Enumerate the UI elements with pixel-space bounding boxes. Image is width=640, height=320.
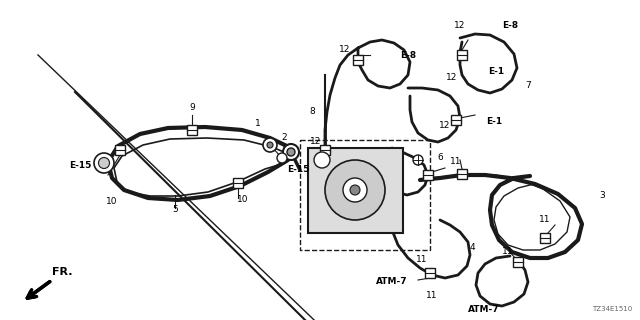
- Text: ATM-7: ATM-7: [376, 277, 408, 286]
- Circle shape: [283, 144, 299, 160]
- Bar: [320, 145, 330, 155]
- FancyArrowPatch shape: [28, 282, 50, 298]
- Circle shape: [314, 152, 330, 168]
- Text: E-8: E-8: [502, 20, 518, 29]
- Circle shape: [343, 178, 367, 202]
- Text: 7: 7: [525, 81, 531, 90]
- Bar: [423, 170, 433, 180]
- Bar: [513, 257, 523, 267]
- Text: 4: 4: [469, 244, 475, 252]
- Text: 11: 11: [540, 215, 551, 225]
- Text: 11: 11: [502, 247, 514, 257]
- Bar: [187, 125, 197, 135]
- Text: 12: 12: [339, 45, 351, 54]
- Text: 6: 6: [437, 154, 443, 163]
- Text: 11: 11: [416, 255, 428, 265]
- Text: 12: 12: [310, 138, 322, 147]
- Text: TZ34E1510: TZ34E1510: [592, 306, 632, 312]
- Bar: [451, 115, 461, 125]
- Text: E-1: E-1: [486, 117, 502, 126]
- Text: 9: 9: [189, 103, 195, 113]
- Bar: [425, 268, 435, 278]
- Bar: [300, 140, 430, 250]
- Text: 10: 10: [237, 196, 249, 204]
- Text: 10: 10: [106, 197, 118, 206]
- Bar: [233, 178, 243, 188]
- Text: 11: 11: [451, 157, 461, 166]
- Bar: [115, 145, 125, 155]
- Text: 1: 1: [255, 119, 261, 129]
- Circle shape: [94, 153, 114, 173]
- Bar: [457, 50, 467, 60]
- Circle shape: [267, 142, 273, 148]
- Circle shape: [287, 148, 295, 156]
- Circle shape: [413, 155, 423, 165]
- Circle shape: [277, 153, 287, 163]
- Circle shape: [263, 138, 277, 152]
- Text: FR.: FR.: [52, 267, 72, 277]
- Bar: [540, 233, 550, 243]
- Text: 5: 5: [172, 205, 178, 214]
- Text: 2: 2: [281, 133, 287, 142]
- Text: 8: 8: [309, 108, 315, 116]
- Circle shape: [325, 160, 385, 220]
- Bar: [457, 169, 467, 179]
- Text: 11: 11: [426, 291, 438, 300]
- Text: E-15: E-15: [287, 165, 309, 174]
- Text: ATM-7: ATM-7: [468, 306, 500, 315]
- Text: 12: 12: [454, 20, 466, 29]
- Bar: [353, 55, 363, 65]
- Text: 12: 12: [446, 74, 458, 83]
- Text: E-1: E-1: [488, 68, 504, 76]
- Text: E-15: E-15: [69, 161, 91, 170]
- Circle shape: [350, 185, 360, 195]
- Circle shape: [99, 157, 109, 169]
- Bar: [308, 148, 403, 233]
- Text: E-8: E-8: [400, 51, 416, 60]
- Text: 12: 12: [439, 121, 451, 130]
- Text: 3: 3: [599, 190, 605, 199]
